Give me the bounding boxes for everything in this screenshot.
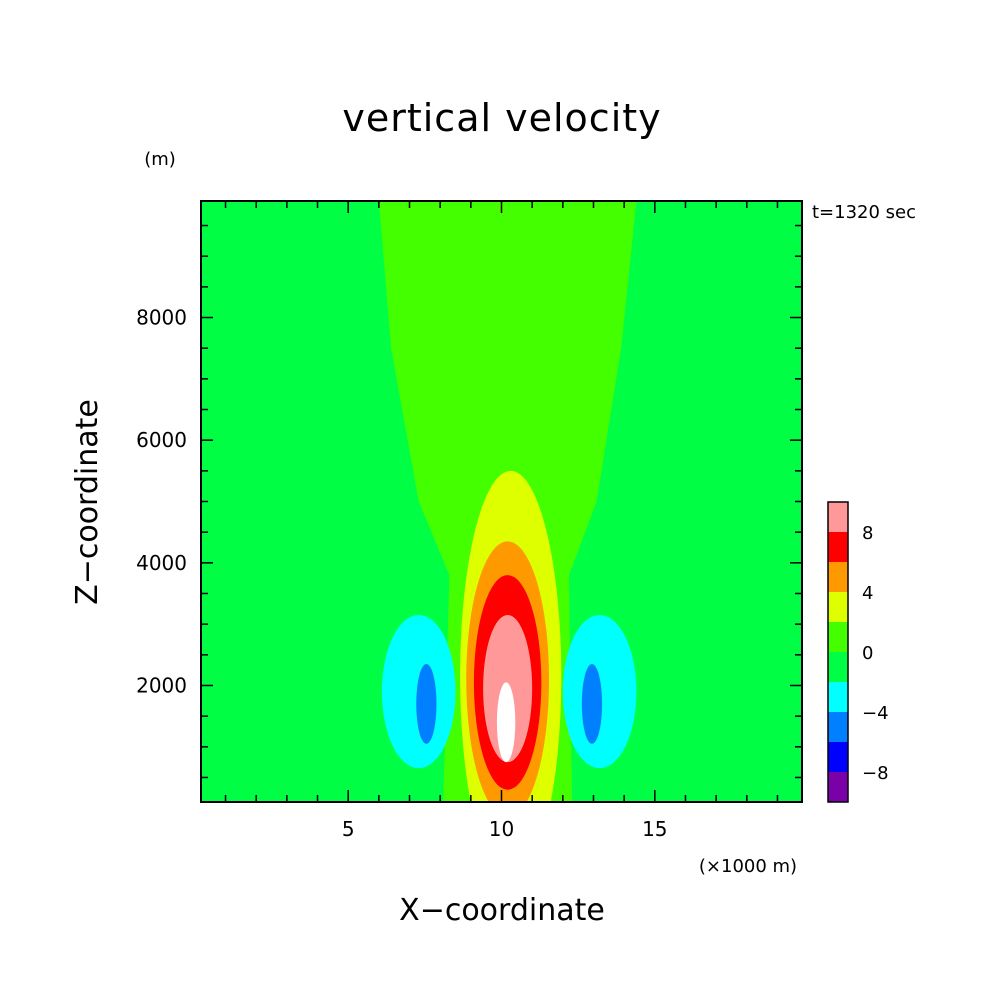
colorbar-label: 4 [862,583,873,604]
x-axis-label: X−coordinate [399,893,605,928]
y-tick-label: 8000 [136,306,187,330]
y-unit-label: (m) [144,149,176,170]
y-tick-label: 6000 [136,428,187,452]
time-label: t=1320 sec [812,202,916,223]
x-tick-label: 10 [489,817,514,841]
colorbar-label: 8 [862,523,873,544]
x-unit-label: (×1000 m) [699,856,797,877]
plot-area [201,201,802,802]
y-axis-label: Z−coordinate [70,399,105,605]
colorbar-swatch [828,562,848,592]
y-tick-label: 4000 [136,551,187,575]
colorbar-swatch [828,772,848,802]
colorbar-swatch [828,742,848,772]
colorbar-label: −4 [862,703,889,724]
colorbar: −8 −4 0 4 8 [827,501,889,803]
colorbar-swatch [828,652,848,682]
colorbar-swatch [828,622,848,652]
chart-title: vertical velocity [342,96,661,140]
colorbar-swatch [828,532,848,562]
x-tick-label: 15 [642,817,667,841]
region-contour-8 [416,664,437,744]
colorbar-swatch [828,502,848,532]
colorbar-swatch [828,592,848,622]
colorbar-swatch [828,682,848,712]
region-contour-5 [496,682,516,763]
colorbar-label: 0 [862,643,873,664]
colorbar-swatch [828,712,848,742]
x-tick-label: 5 [342,817,355,841]
y-tick-label: 2000 [136,673,187,697]
region-contour-9 [581,664,603,744]
colorbar-frame [827,501,849,803]
colorbar-label: −8 [862,763,889,784]
